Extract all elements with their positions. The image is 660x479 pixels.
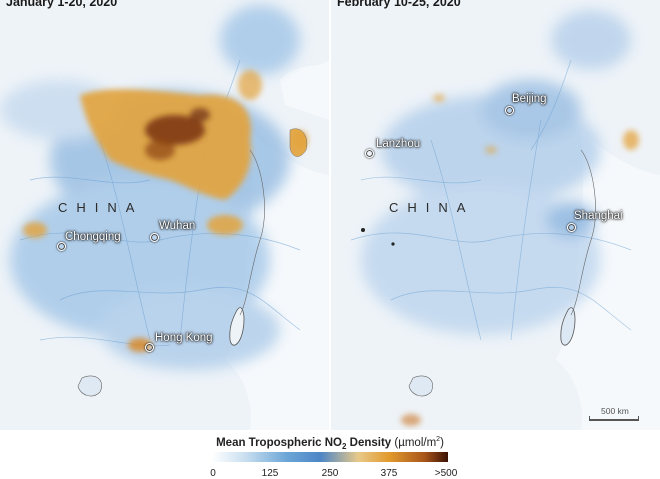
legend-tick-125: 125 [261, 468, 279, 479]
legend-tick-250: 250 [321, 468, 339, 479]
map-panel-february: February 10-25, 2020 CHINA Lanzhou Beiji… [331, 0, 660, 430]
legend-title-rest: Density [346, 436, 392, 449]
scale-bar [589, 416, 639, 421]
city-marker-shanghai [567, 223, 576, 232]
legend-unit: (µmol/m2) [394, 436, 444, 449]
city-label-shanghai: Shanghai [574, 210, 623, 222]
legend-tick-375: 375 [380, 468, 398, 479]
city-marker-lanzhou [365, 149, 374, 158]
legend-color-bar [212, 452, 448, 462]
city-label-chongqing: Chongqing [65, 231, 121, 243]
legend-title: Mean Tropospheric NO2 Density (µmol/m2) [0, 436, 660, 451]
date-label-left: January 1-20, 2020 [6, 0, 118, 9]
country-label-china-right: CHINA [389, 200, 475, 215]
legend-tick-500-plus: >500 [434, 468, 458, 479]
map-february-graphic [331, 0, 660, 430]
city-label-wuhan: Wuhan [159, 220, 196, 232]
legend-tick-0: 0 [210, 468, 216, 479]
legend-unit-close: ) [440, 436, 444, 449]
city-marker-wuhan [150, 233, 159, 242]
city-label-beijing: Beijing [512, 93, 547, 105]
map-january-graphic [0, 0, 329, 430]
city-marker-hong-kong [145, 343, 154, 352]
panel-divider [329, 0, 331, 430]
scale-bar-label: 500 km [601, 406, 629, 416]
legend-title-text: Mean Tropospheric NO [216, 436, 342, 449]
legend-unit-text: (µmol/m [394, 436, 437, 449]
city-marker-beijing [505, 106, 514, 115]
map-panel-january: January 1-20, 2020 CHINA Chongqing Wuhan… [0, 0, 329, 430]
city-marker-chongqing [57, 242, 66, 251]
city-label-hong-kong: Hong Kong [155, 332, 213, 344]
city-label-lanzhou: Lanzhou [376, 138, 421, 150]
date-label-right: February 10-25, 2020 [337, 0, 461, 9]
legend-unit-sup: 2 [436, 436, 441, 443]
legend-title-subscript: 2 [341, 442, 347, 452]
country-label-china-left: CHINA [58, 200, 144, 215]
